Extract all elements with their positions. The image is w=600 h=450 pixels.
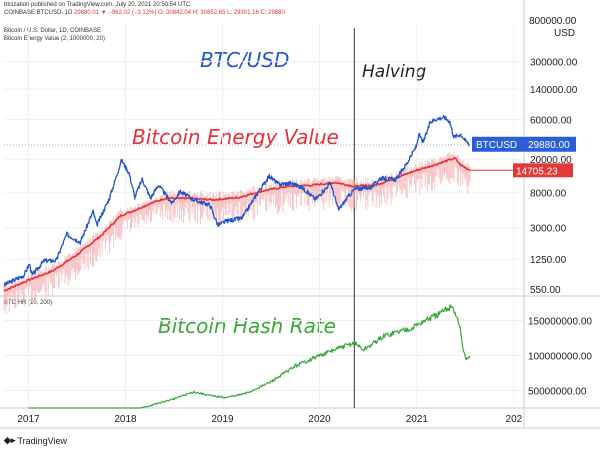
tradingview-label: TradingView — [17, 435, 67, 446]
x-tick-label: 2021 — [406, 414, 429, 425]
y-axis-top-partial: 800000.00 — [529, 16, 577, 27]
btc-name-tag — [472, 136, 524, 152]
energy-value-line — [3, 157, 471, 292]
price-tags: BTCUSD 29880.00 14705.23 — [472, 136, 576, 178]
x-tick-label: 202 — [506, 414, 523, 425]
price-tick-label: 20000.00 — [530, 155, 572, 166]
hashrate-tick-label: 50000000.00 — [528, 387, 587, 398]
energy-price-tag — [513, 163, 573, 178]
hashrate-tick-label: 100000000.00 — [528, 352, 592, 363]
x-tick-label: 2019 — [211, 414, 234, 425]
btc-name-tag-label: BTCUSD — [476, 140, 517, 151]
price-tick-label: 8000.00 — [530, 188, 567, 199]
ohlc-values: 29880.01 ▼ −962.02 (−3.12%) O: 30842.04 … — [74, 10, 285, 16]
btc-price-tag — [524, 136, 576, 152]
x-tick-label: 2020 — [308, 414, 331, 425]
price-tick-label: 550.00 — [530, 285, 561, 296]
series-energy-legend: Bitcoin Energy Value (2, 1000000, 20) — [4, 36, 105, 42]
hashrate-tick-label: 150000000.00 — [528, 317, 592, 328]
energy-band — [3, 150, 471, 315]
x-tick-label: 2017 — [17, 414, 40, 425]
price-series — [3, 114, 524, 315]
btc-price-tag-label: 29880.00 — [528, 140, 570, 151]
tradingview-brand: ◆▸ TradingView — [4, 435, 67, 446]
symbol-ohlc-line: COINBASE:BTCUSD, 1D 29880.01 ▼ −962.02 (… — [4, 10, 285, 17]
energy-price-tag-label: 14705.23 — [516, 166, 558, 177]
btc-price-line — [3, 114, 471, 287]
price-tick-label: 60000.00 — [530, 116, 572, 127]
hashrate-series — [28, 304, 471, 409]
price-tick-label: 140000.00 — [530, 85, 578, 96]
currency-label: USD — [554, 28, 576, 39]
halving-annotation: Halving — [362, 62, 427, 82]
tradingview-logo-icon: ◆▸ — [4, 435, 16, 445]
x-tick-label: 2018 — [114, 414, 137, 425]
grid — [4, 22, 524, 408]
price-tick-label: 1250.00 — [530, 255, 567, 266]
symbol-label: COINBASE:BTCUSD, 1D — [4, 10, 73, 16]
btcusd-annotation: BTC/USD — [200, 48, 290, 72]
price-tick-label: 300000.00 — [530, 58, 578, 69]
hashrate-line — [28, 304, 471, 409]
publish-line: btcization published on TradingView.com,… — [4, 2, 191, 8]
series-btc-legend: Bitcoin / U.S. Dollar, 1D, COINBASE — [4, 28, 102, 34]
price-tick-label: 3000.00 — [530, 224, 567, 235]
hashrate-annotation: Bitcoin Hash Rate — [158, 314, 336, 338]
